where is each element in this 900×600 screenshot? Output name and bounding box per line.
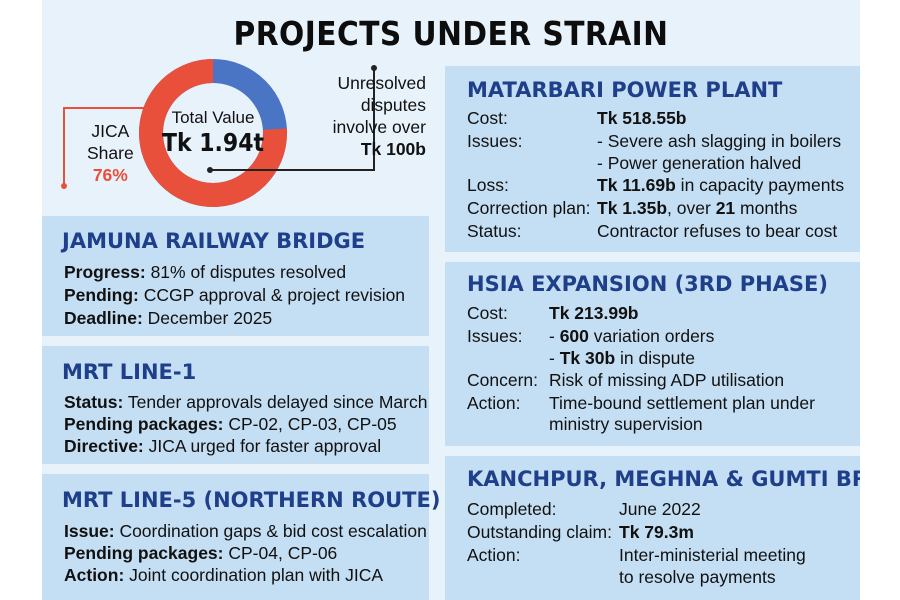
cost-label: Cost: (467, 303, 508, 323)
pending-row: Pending packages: CP-02, CP-03, CP-05 (64, 414, 397, 434)
unresolved-line2: disputes (360, 95, 426, 115)
correction-label: Correction plan: (467, 198, 591, 218)
panel-heading: MRT LINE-5 (NORTHERN ROUTE) (62, 488, 441, 512)
panel-heading: KANCHPUR, MEGHNA & GUMTI BRIDGES (467, 467, 860, 491)
issue-item: - Tk 30b in dispute (549, 348, 695, 368)
action-value-line1: Inter-ministerial meeting (619, 545, 806, 565)
dispute-leader-line (210, 68, 375, 171)
panel-heading: JAMUNA RAILWAY BRIDGE (62, 229, 366, 253)
infographic-frame: PROJECTS UNDER STRAIN JICA Share 76% Tot… (42, 0, 860, 600)
page-title: PROJECTS UNDER STRAIN (233, 14, 669, 53)
panel-matarbari-power-plant: MATARBARI POWER PLANT Cost: Tk 518.55b I… (445, 66, 860, 252)
directive-row: Directive: JICA urged for faster approva… (64, 436, 382, 456)
status-row: Status: Tender approvals delayed since M… (64, 392, 428, 412)
issues-label: Issues: (467, 131, 523, 151)
dispute-leader-end-dot (207, 167, 213, 173)
dispute-leader-dot (371, 65, 377, 71)
pending-row: Pending: CCGP approval & project revisio… (64, 285, 406, 305)
jica-label-line1: JICA (91, 121, 130, 141)
status-label: Status: (467, 221, 522, 241)
jica-share-label: JICA Share 76% (87, 120, 134, 186)
issue-item: - 600 variation orders (549, 326, 715, 346)
action-value-line2: ministry supervision (549, 414, 703, 434)
total-value-label: Total Value (171, 108, 255, 127)
jica-share-value: 76% (92, 165, 128, 185)
donut-jica-segment (139, 59, 287, 207)
action-label: Action: (467, 545, 521, 565)
donut-chart (61, 59, 377, 207)
status-value: Contractor refuses to bear cost (597, 221, 838, 241)
unresolved-disputes-note: Unresolved disputes involve over Tk 100b (306, 72, 426, 160)
issue-row: Issue: Coordination gaps & bid cost esca… (64, 521, 427, 541)
unresolved-line3: involve over (332, 117, 426, 137)
concern-value: Risk of missing ADP utilisation (549, 370, 785, 390)
completed-label: Completed: (467, 499, 557, 519)
unresolved-amount: Tk 100b (360, 139, 426, 159)
correction-value: Tk 1.35b, over 21 months (597, 198, 798, 218)
action-value-line1: Time-bound settlement plan under (549, 393, 815, 413)
action-row: Action: Joint coordination plan with JIC… (64, 565, 384, 585)
panel-heading: MATARBARI POWER PLANT (467, 78, 783, 102)
action-value-line2: to resolve payments (619, 567, 776, 587)
panel-kanchpur-meghna-gumti-bridges: KANCHPUR, MEGHNA & GUMTI BRIDGES Complet… (445, 456, 860, 600)
panel-mrt-line-5: MRT LINE-5 (NORTHERN ROUTE) Issue: Coord… (42, 474, 440, 600)
unresolved-line1: Unresolved (337, 73, 426, 93)
completed-value: June 2022 (619, 499, 701, 519)
loss-label: Loss: (467, 175, 509, 195)
cost-value: Tk 213.99b (549, 303, 639, 323)
panel-jamuna-railway-bridge: JAMUNA RAILWAY BRIDGE Progress: 81% of d… (42, 216, 429, 336)
jica-leader-line (63, 107, 155, 186)
issues-label: Issues: (467, 326, 523, 346)
progress-row: Progress: 81% of disputes resolved (64, 262, 347, 282)
jica-leader-dot (61, 183, 67, 189)
claim-value: Tk 79.3m (619, 522, 694, 542)
action-label: Action: (467, 393, 521, 413)
panel-heading: HSIA EXPANSION (3RD PHASE) (467, 272, 828, 296)
deadline-row: Deadline: December 2025 (64, 308, 273, 328)
loss-value: Tk 11.69b in capacity payments (597, 175, 845, 195)
panel-hsia-expansion: HSIA EXPANSION (3RD PHASE) Cost: Tk 213.… (445, 262, 860, 446)
total-value: Tk 1.94t (161, 128, 265, 157)
issue-item: - Severe ash slagging in boilers (597, 131, 842, 151)
cost-value: Tk 518.55b (597, 108, 687, 128)
panel-heading: MRT LINE-1 (62, 360, 197, 384)
cost-label: Cost: (467, 108, 508, 128)
jica-label-line2: Share (87, 143, 134, 163)
concern-label: Concern: (467, 370, 539, 390)
claim-label: Outstanding claim: (467, 522, 612, 542)
issue-item: - Power generation halved (597, 153, 802, 173)
panel-mrt-line-1: MRT LINE-1 Status: Tender approvals dela… (42, 346, 429, 464)
pending-row: Pending packages: CP-04, CP-06 (64, 543, 338, 563)
